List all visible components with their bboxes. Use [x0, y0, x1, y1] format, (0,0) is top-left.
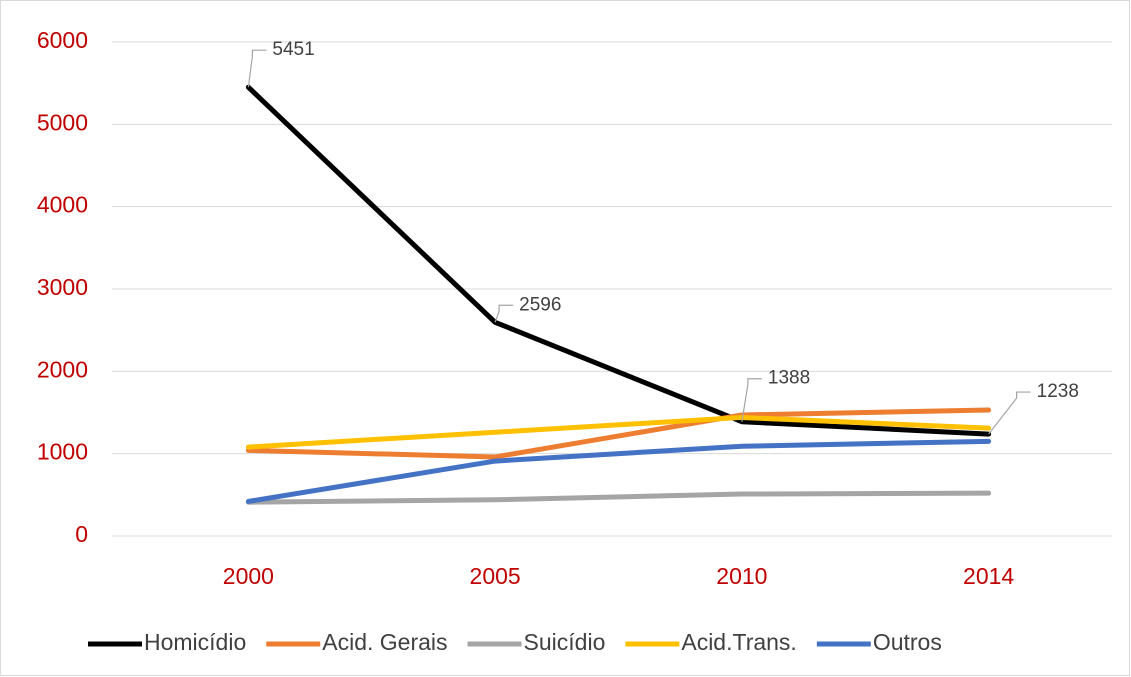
legend-label: Homicídio — [144, 629, 246, 655]
data-label: 2596 — [519, 294, 561, 315]
data-label: 1388 — [768, 368, 810, 389]
x-tick-label: 2000 — [223, 563, 274, 589]
series-line — [245, 490, 992, 505]
series-line — [245, 414, 992, 450]
y-tick-label: 4000 — [37, 192, 88, 218]
series-line — [245, 438, 992, 504]
data-label: 1238 — [1037, 381, 1079, 402]
legend-label: Suicídio — [524, 629, 606, 655]
x-tick-label: 2005 — [470, 563, 521, 589]
leader-line — [988, 391, 1031, 435]
y-tick-label: 5000 — [37, 109, 88, 135]
leader-line — [494, 304, 514, 323]
y-tick-label: 2000 — [37, 356, 88, 382]
y-tick-label: 1000 — [37, 439, 88, 465]
leader-line — [247, 49, 267, 88]
series-line — [245, 407, 992, 460]
x-tick-label: 2010 — [716, 563, 767, 589]
legend-label: Acid.Trans. — [681, 629, 796, 655]
y-tick-label: 0 — [75, 521, 88, 547]
leader-line — [741, 378, 762, 422]
x-tick-label: 2014 — [963, 563, 1014, 589]
y-tick-label: 3000 — [37, 274, 88, 300]
legend-label: Outros — [873, 629, 942, 655]
legend-label: Acid. Gerais — [322, 629, 447, 655]
y-tick-label: 6000 — [37, 27, 88, 53]
series-line — [245, 84, 992, 437]
data-label: 5451 — [272, 39, 314, 60]
